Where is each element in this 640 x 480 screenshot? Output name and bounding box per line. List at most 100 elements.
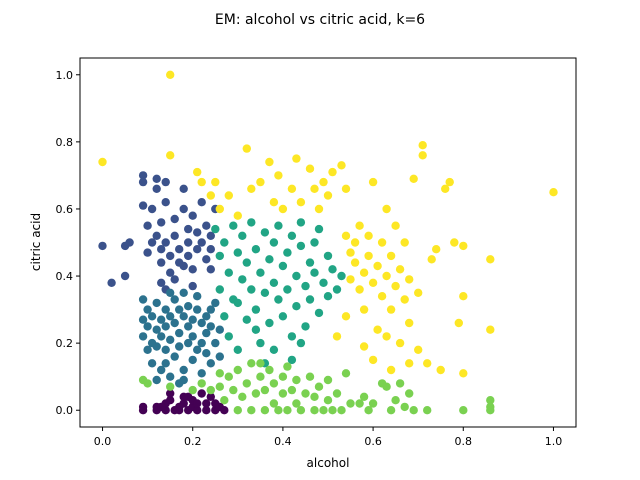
data-point-cluster-4 (211, 224, 220, 234)
data-point-cluster-6 (373, 325, 382, 334)
data-point-cluster-4 (238, 231, 247, 240)
data-point-cluster-6 (377, 292, 387, 301)
data-point-cluster-6 (368, 177, 378, 187)
data-point-cluster-2 (184, 224, 193, 234)
data-point-cluster-4 (269, 345, 279, 354)
data-point-cluster-6 (364, 231, 373, 240)
data-point-cluster-4 (283, 285, 292, 294)
data-point-cluster-5 (310, 406, 319, 415)
data-point-cluster-5 (486, 402, 495, 412)
data-point-cluster-6 (319, 177, 328, 187)
chart-title: EM: alcohol vs citric acid, k=6 (215, 12, 425, 28)
data-point-cluster-4 (296, 241, 306, 251)
data-point-cluster-4 (215, 251, 224, 261)
data-point-cluster-2 (170, 214, 179, 224)
data-point-cluster-6 (386, 305, 396, 314)
data-point-cluster-4 (233, 298, 242, 308)
data-point-cluster-6 (459, 292, 468, 301)
data-point-cluster-6 (445, 177, 454, 187)
data-point-cluster-6 (418, 141, 427, 150)
data-point-cluster-6 (414, 288, 423, 297)
data-point-cluster-6 (395, 265, 405, 274)
data-point-cluster-2 (206, 265, 215, 274)
data-point-cluster-5 (260, 406, 270, 415)
data-point-cluster-2 (170, 231, 179, 240)
data-point-cluster-6 (278, 204, 288, 214)
data-point-cluster-6 (310, 184, 319, 193)
data-point-cluster-4 (229, 221, 238, 230)
data-point-cluster-4 (310, 238, 319, 247)
data-point-cluster-2 (157, 245, 166, 254)
data-point-cluster-5 (283, 362, 292, 371)
x-tick-label: 1.0 (545, 435, 563, 448)
x-axis: 0.0 0.2 0.4 0.6 0.8 1.0 (94, 427, 562, 448)
data-point-cluster-4 (310, 268, 319, 277)
data-point-cluster-6 (386, 365, 396, 375)
data-point-cluster-4 (242, 315, 251, 324)
data-point-cluster-5 (206, 385, 215, 395)
data-point-cluster-3 (138, 332, 148, 341)
data-point-cluster-6 (274, 171, 283, 180)
data-point-cluster-6 (292, 154, 301, 163)
data-point-cluster-3 (170, 318, 179, 328)
x-axis-label: alcohol (307, 456, 350, 470)
data-point-cluster-2 (147, 238, 157, 247)
data-point-cluster-6 (400, 295, 409, 304)
data-point-cluster-3 (175, 328, 184, 338)
data-point-cluster-2 (197, 238, 206, 247)
data-point-cluster-5 (274, 406, 283, 415)
data-point-cluster-4 (305, 295, 315, 304)
data-point-cluster-6 (215, 204, 224, 214)
data-point-cluster-5 (355, 399, 364, 408)
data-point-cluster-6 (441, 184, 450, 193)
data-point-cluster-2 (161, 238, 170, 247)
data-point-cluster-2 (197, 198, 206, 207)
data-point-cluster-4 (337, 271, 346, 281)
data-point-cluster-6 (359, 305, 369, 314)
data-point-cluster-3 (197, 369, 206, 378)
data-point-cluster-1 (166, 389, 175, 398)
data-point-cluster-2 (184, 251, 193, 261)
data-point-cluster-6 (341, 312, 351, 321)
data-point-cluster-5 (323, 375, 333, 385)
data-point-cluster-3 (215, 325, 224, 334)
data-point-cluster-4 (314, 224, 324, 234)
data-point-cluster-1 (206, 392, 215, 401)
data-point-cluster-4 (296, 218, 306, 227)
data-point-cluster-3 (175, 305, 184, 314)
data-point-cluster-1 (170, 406, 179, 415)
data-point-cluster-2 (188, 265, 197, 274)
data-point-cluster-5 (247, 359, 256, 368)
data-point-cluster-4 (323, 251, 333, 261)
data-point-cluster-5 (197, 379, 206, 388)
data-point-cluster-6 (197, 177, 206, 187)
data-point-cluster-4 (314, 308, 324, 318)
x-tick-label: 0.2 (184, 435, 202, 448)
data-point-cluster-5 (409, 406, 418, 415)
data-point-cluster-4 (292, 271, 301, 281)
y-tick-label: 0.8 (56, 136, 74, 149)
data-point-cluster-2 (170, 275, 179, 284)
y-axis-label: citric acid (29, 213, 43, 271)
data-point-cluster-6 (355, 221, 364, 230)
data-point-cluster-3 (179, 375, 188, 385)
data-point-cluster-6 (382, 204, 391, 214)
data-point-cluster-4 (301, 322, 310, 331)
data-point-cluster-6 (337, 161, 346, 170)
data-point-cluster-4 (224, 268, 233, 277)
data-point-cluster-5 (305, 372, 315, 381)
data-point-cluster-6 (332, 332, 342, 341)
data-point-cluster-5 (260, 385, 270, 395)
data-point-cluster-2 (157, 258, 166, 267)
y-axis: 0.0 0.2 0.4 0.6 0.8 1.0 (56, 69, 80, 417)
data-point-cluster-1 (157, 402, 166, 412)
data-point-cluster-4 (305, 258, 315, 267)
data-point-cluster-5 (215, 382, 224, 391)
data-point-cluster-3 (206, 359, 215, 368)
data-point-cluster-5 (292, 399, 301, 408)
data-point-cluster-3 (157, 332, 166, 341)
data-point-cluster-6 (405, 318, 414, 328)
plot-frame (79, 57, 577, 428)
data-point-cluster-6 (382, 332, 391, 341)
data-point-cluster-4 (274, 295, 283, 304)
